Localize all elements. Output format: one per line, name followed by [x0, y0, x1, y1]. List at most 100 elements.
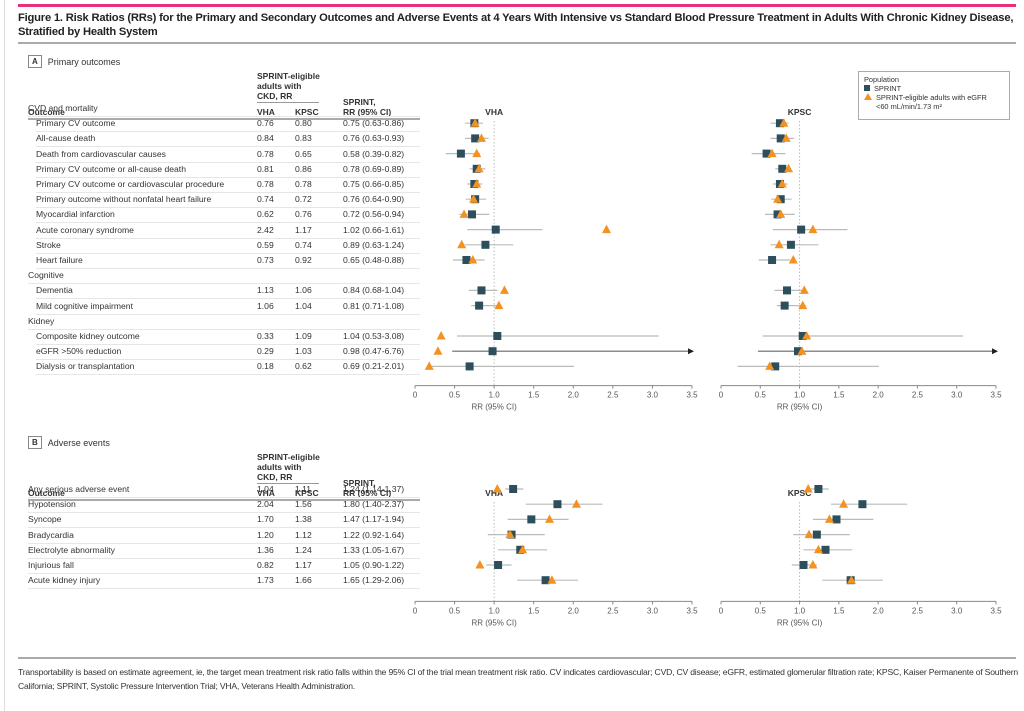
row-outcome: All-cause death	[36, 133, 96, 144]
row-outcome: Electrolyte abnormality	[28, 544, 115, 555]
header-group-rule	[257, 483, 319, 484]
row-outcome: Injurious fall	[28, 560, 74, 570]
sprint-point	[798, 332, 807, 340]
row-vha: 0.84	[257, 133, 274, 144]
row-kpsc: 1.17	[295, 560, 312, 570]
row-vha: 1.06	[257, 300, 274, 311]
x-tick-label: 1.5	[833, 606, 845, 615]
x-tick-label: 1.5	[833, 391, 845, 400]
sprint-point	[541, 576, 550, 585]
row-sep	[28, 328, 420, 330]
sprint-point	[456, 149, 465, 158]
row-outcome: Hypotension	[28, 499, 76, 510]
sprint-point	[475, 301, 484, 310]
x-tick-label: 0	[413, 606, 418, 615]
sprint-point	[462, 256, 471, 264]
legend-item-sprint: SPRINT	[864, 84, 1004, 93]
row-sprint-ci: 0.84 (0.68-1.04)	[343, 285, 405, 296]
header-group-rule	[257, 102, 319, 103]
eligible-point	[499, 285, 509, 294]
row-sep	[36, 207, 420, 209]
row-sep	[36, 176, 420, 178]
x-tick-label: 3.5	[990, 391, 1002, 400]
x-tick-label: 2.5	[912, 391, 924, 400]
eligible-point	[781, 133, 791, 142]
row-outcome: Dementia	[36, 285, 73, 296]
row-vha: 1.20	[257, 529, 274, 540]
header-rule	[28, 118, 420, 120]
x-axis-label-vha: RR (95% CI)	[471, 403, 517, 412]
x-tick-label: 0	[719, 391, 724, 400]
row-sep	[36, 192, 420, 193]
header-sprint-l2: RR (95% CI)	[343, 107, 392, 117]
row-sep	[36, 237, 420, 239]
row-kpsc: 0.62	[295, 361, 312, 372]
row-sprint-ci: 0.89 (0.63-1.24)	[343, 239, 405, 250]
sprint-point	[527, 515, 536, 524]
row-sprint-ci: 0.78 (0.69-0.89)	[343, 163, 405, 174]
x-axis-label-kpsc: RR (95% CI)	[777, 618, 823, 627]
row-kpsc: 0.72	[295, 194, 312, 205]
facet-title-vha: VHA	[485, 107, 503, 117]
eligible-point	[797, 346, 807, 355]
row-vha: 2.42	[257, 224, 274, 235]
row-sprint-ci: 1.47 (1.17-1.94)	[343, 514, 405, 525]
header-kpsc: KPSC	[295, 488, 319, 498]
row-vha: 1.73	[257, 575, 274, 586]
panel-letter: B	[28, 436, 42, 449]
eligible-point	[424, 361, 434, 370]
sprint-point	[762, 149, 771, 158]
row-vha: 0.73	[257, 255, 274, 265]
x-tick-label: 0	[413, 391, 418, 400]
group-label: Cognitive	[28, 270, 64, 281]
eligible-point	[765, 361, 775, 370]
sprint-point	[780, 301, 789, 310]
eligible-point	[602, 224, 612, 234]
ci-arrow-icon	[688, 348, 694, 355]
x-tick-label: 3.5	[990, 606, 1002, 615]
x-tick-label: 3.0	[951, 391, 963, 400]
row-vha: 0.81	[257, 163, 274, 174]
eligible-point	[468, 255, 478, 264]
sprint-point	[771, 362, 780, 371]
row-kpsc: 1.11	[295, 484, 312, 494]
row-kpsc: 0.78	[295, 179, 312, 189]
x-tick-label: 1.0	[489, 391, 501, 400]
row-kpsc: 0.86	[295, 163, 312, 174]
panel-letter: A	[28, 55, 42, 68]
sprint-point	[493, 332, 502, 340]
row-sprint-ci: 1.05 (0.90-1.22)	[343, 560, 405, 570]
eligible-point	[545, 514, 555, 523]
eligible-point	[808, 224, 818, 234]
row-vha: 1.36	[257, 544, 274, 555]
facet-title-kpsc: KPSC	[788, 107, 812, 117]
x-tick-label: 2.5	[912, 606, 924, 615]
row-vha: 0.78	[257, 179, 274, 189]
row-kpsc: 1.06	[295, 285, 312, 296]
row-sep	[28, 557, 420, 559]
group-label: CVD and mortality	[28, 103, 98, 113]
header-group-l3: CKD, RR	[257, 472, 293, 482]
row-sprint-ci: 1.22 (0.92-1.64)	[343, 529, 405, 540]
row-sprint-ci: 0.81 (0.71-1.08)	[343, 300, 405, 311]
row-kpsc: 0.80	[295, 118, 312, 129]
eligible-point	[436, 331, 446, 340]
row-sprint-ci: 0.76 (0.63-0.93)	[343, 133, 405, 144]
x-tick-label: 1.0	[489, 606, 501, 615]
sprint-point	[465, 362, 474, 371]
eligible-point	[472, 148, 482, 158]
row-vha: 0.33	[257, 331, 274, 341]
row-sep	[36, 298, 420, 300]
row-vha: 0.62	[257, 209, 274, 220]
row-sep	[28, 573, 420, 574]
row-kpsc: 0.76	[295, 209, 312, 220]
x-tick-label: 3.5	[686, 391, 698, 400]
facet-title-kpsc: KPSC	[788, 488, 812, 498]
row-vha: 0.82	[257, 560, 274, 570]
row-sep	[36, 222, 420, 224]
sprint-point	[471, 134, 480, 143]
panel-title: Adverse events	[47, 437, 110, 448]
header-sprint-l1: SPRINT,	[343, 478, 376, 488]
eligible-point	[804, 529, 814, 539]
row-vha: 2.04	[257, 499, 274, 510]
